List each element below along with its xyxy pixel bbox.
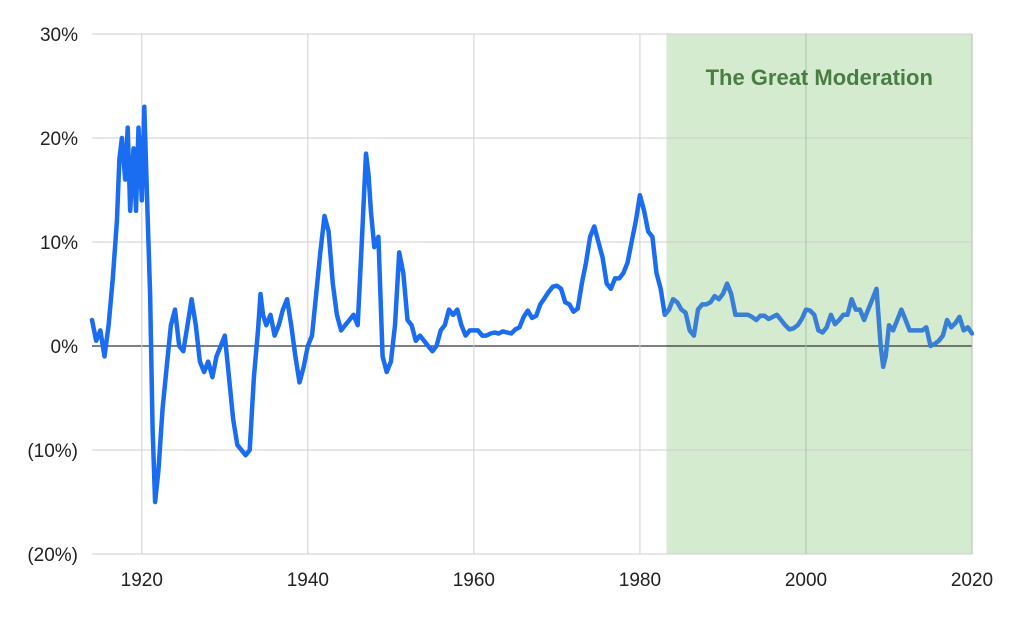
series-line-pre-moderation bbox=[89, 104, 672, 505]
series-line-moderation bbox=[662, 281, 975, 370]
x-tick-label: 2000 bbox=[785, 570, 827, 591]
series-line bbox=[89, 104, 975, 505]
x-tick-label: 1980 bbox=[619, 570, 661, 591]
grid bbox=[92, 33, 973, 555]
y-tick-label: 30% bbox=[40, 25, 78, 46]
shaded-region-label: The Great Moderation bbox=[706, 65, 933, 90]
y-tick-label: 20% bbox=[40, 129, 78, 150]
x-tick-label: 2020 bbox=[951, 570, 993, 591]
y-tick-label: (10%) bbox=[27, 441, 78, 462]
axis-ticks: 30% 20% 10% 0% (10%) (20%) 1920 1940 1960 1980 200… bbox=[27, 25, 993, 591]
y-tick-label: 0% bbox=[51, 337, 79, 358]
y-tick-label: (20%) bbox=[27, 545, 78, 566]
great-moderation-band bbox=[666, 34, 972, 554]
x-tick-label: 1960 bbox=[453, 570, 495, 591]
shaded-region bbox=[666, 34, 972, 554]
x-tick-label: 1920 bbox=[121, 570, 163, 591]
y-tick-label: 10% bbox=[40, 233, 78, 254]
x-tick-label: 1940 bbox=[287, 570, 329, 591]
